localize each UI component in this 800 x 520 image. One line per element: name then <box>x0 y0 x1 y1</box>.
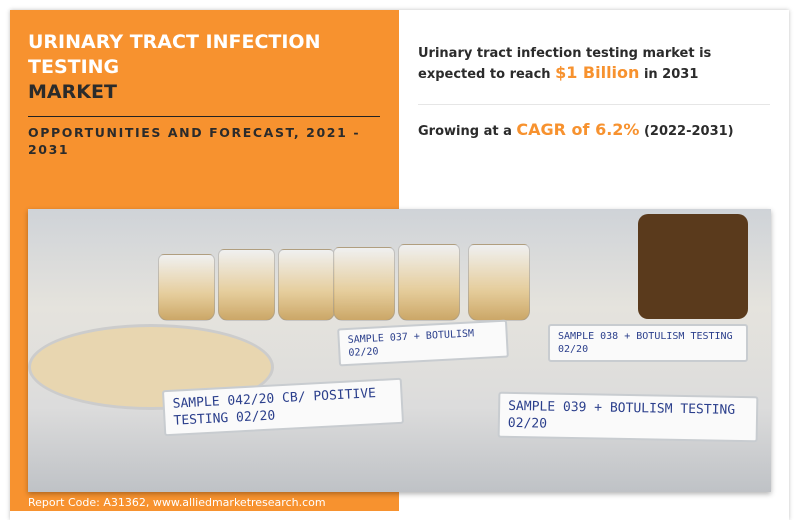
stat-cagr: Growing at a CAGR of 6.2% (2022-2031) <box>418 120 778 141</box>
vial <box>158 254 215 321</box>
brown-bottle <box>638 214 748 319</box>
vial <box>218 249 275 321</box>
stat-highlight: $1 Billion <box>555 63 640 82</box>
vial <box>278 249 335 321</box>
stat-highlight: CAGR of 6.2% <box>516 120 640 139</box>
sample-label: SAMPLE 037 + BOTULISM 02/20 <box>337 319 509 367</box>
lab-samples-photo: SAMPLE 042/20 CB/ POSITIVE TESTING 02/20… <box>28 209 771 492</box>
title-line1: URINARY TRACT INFECTION TESTING <box>28 31 321 78</box>
vial <box>333 247 395 321</box>
vial <box>398 244 460 321</box>
page-title: URINARY TRACT INFECTION TESTING MARKET <box>28 30 388 105</box>
sample-label: SAMPLE 038 + BOTULISM TESTING 02/20 <box>548 324 748 362</box>
stat-text: Urinary tract infection testing market i… <box>418 46 712 82</box>
stat-text: (2022-2031) <box>639 124 734 139</box>
report-code: Report Code: A31362, www.alliedmarketres… <box>28 496 326 509</box>
subtitle: OPPORTUNITIES AND FORECAST, 2021 - 2031 <box>28 125 361 157</box>
title-line2: MARKET <box>28 81 117 103</box>
sample-label: SAMPLE 039 + BOTULISM TESTING 02/20 <box>497 391 759 443</box>
stat-text: in 2031 <box>639 67 699 82</box>
stat-market-size: Urinary tract infection testing market i… <box>418 44 778 84</box>
divider <box>28 116 380 117</box>
vial <box>468 244 530 321</box>
stat-divider <box>418 104 770 105</box>
stat-text: Growing at a <box>418 124 517 139</box>
